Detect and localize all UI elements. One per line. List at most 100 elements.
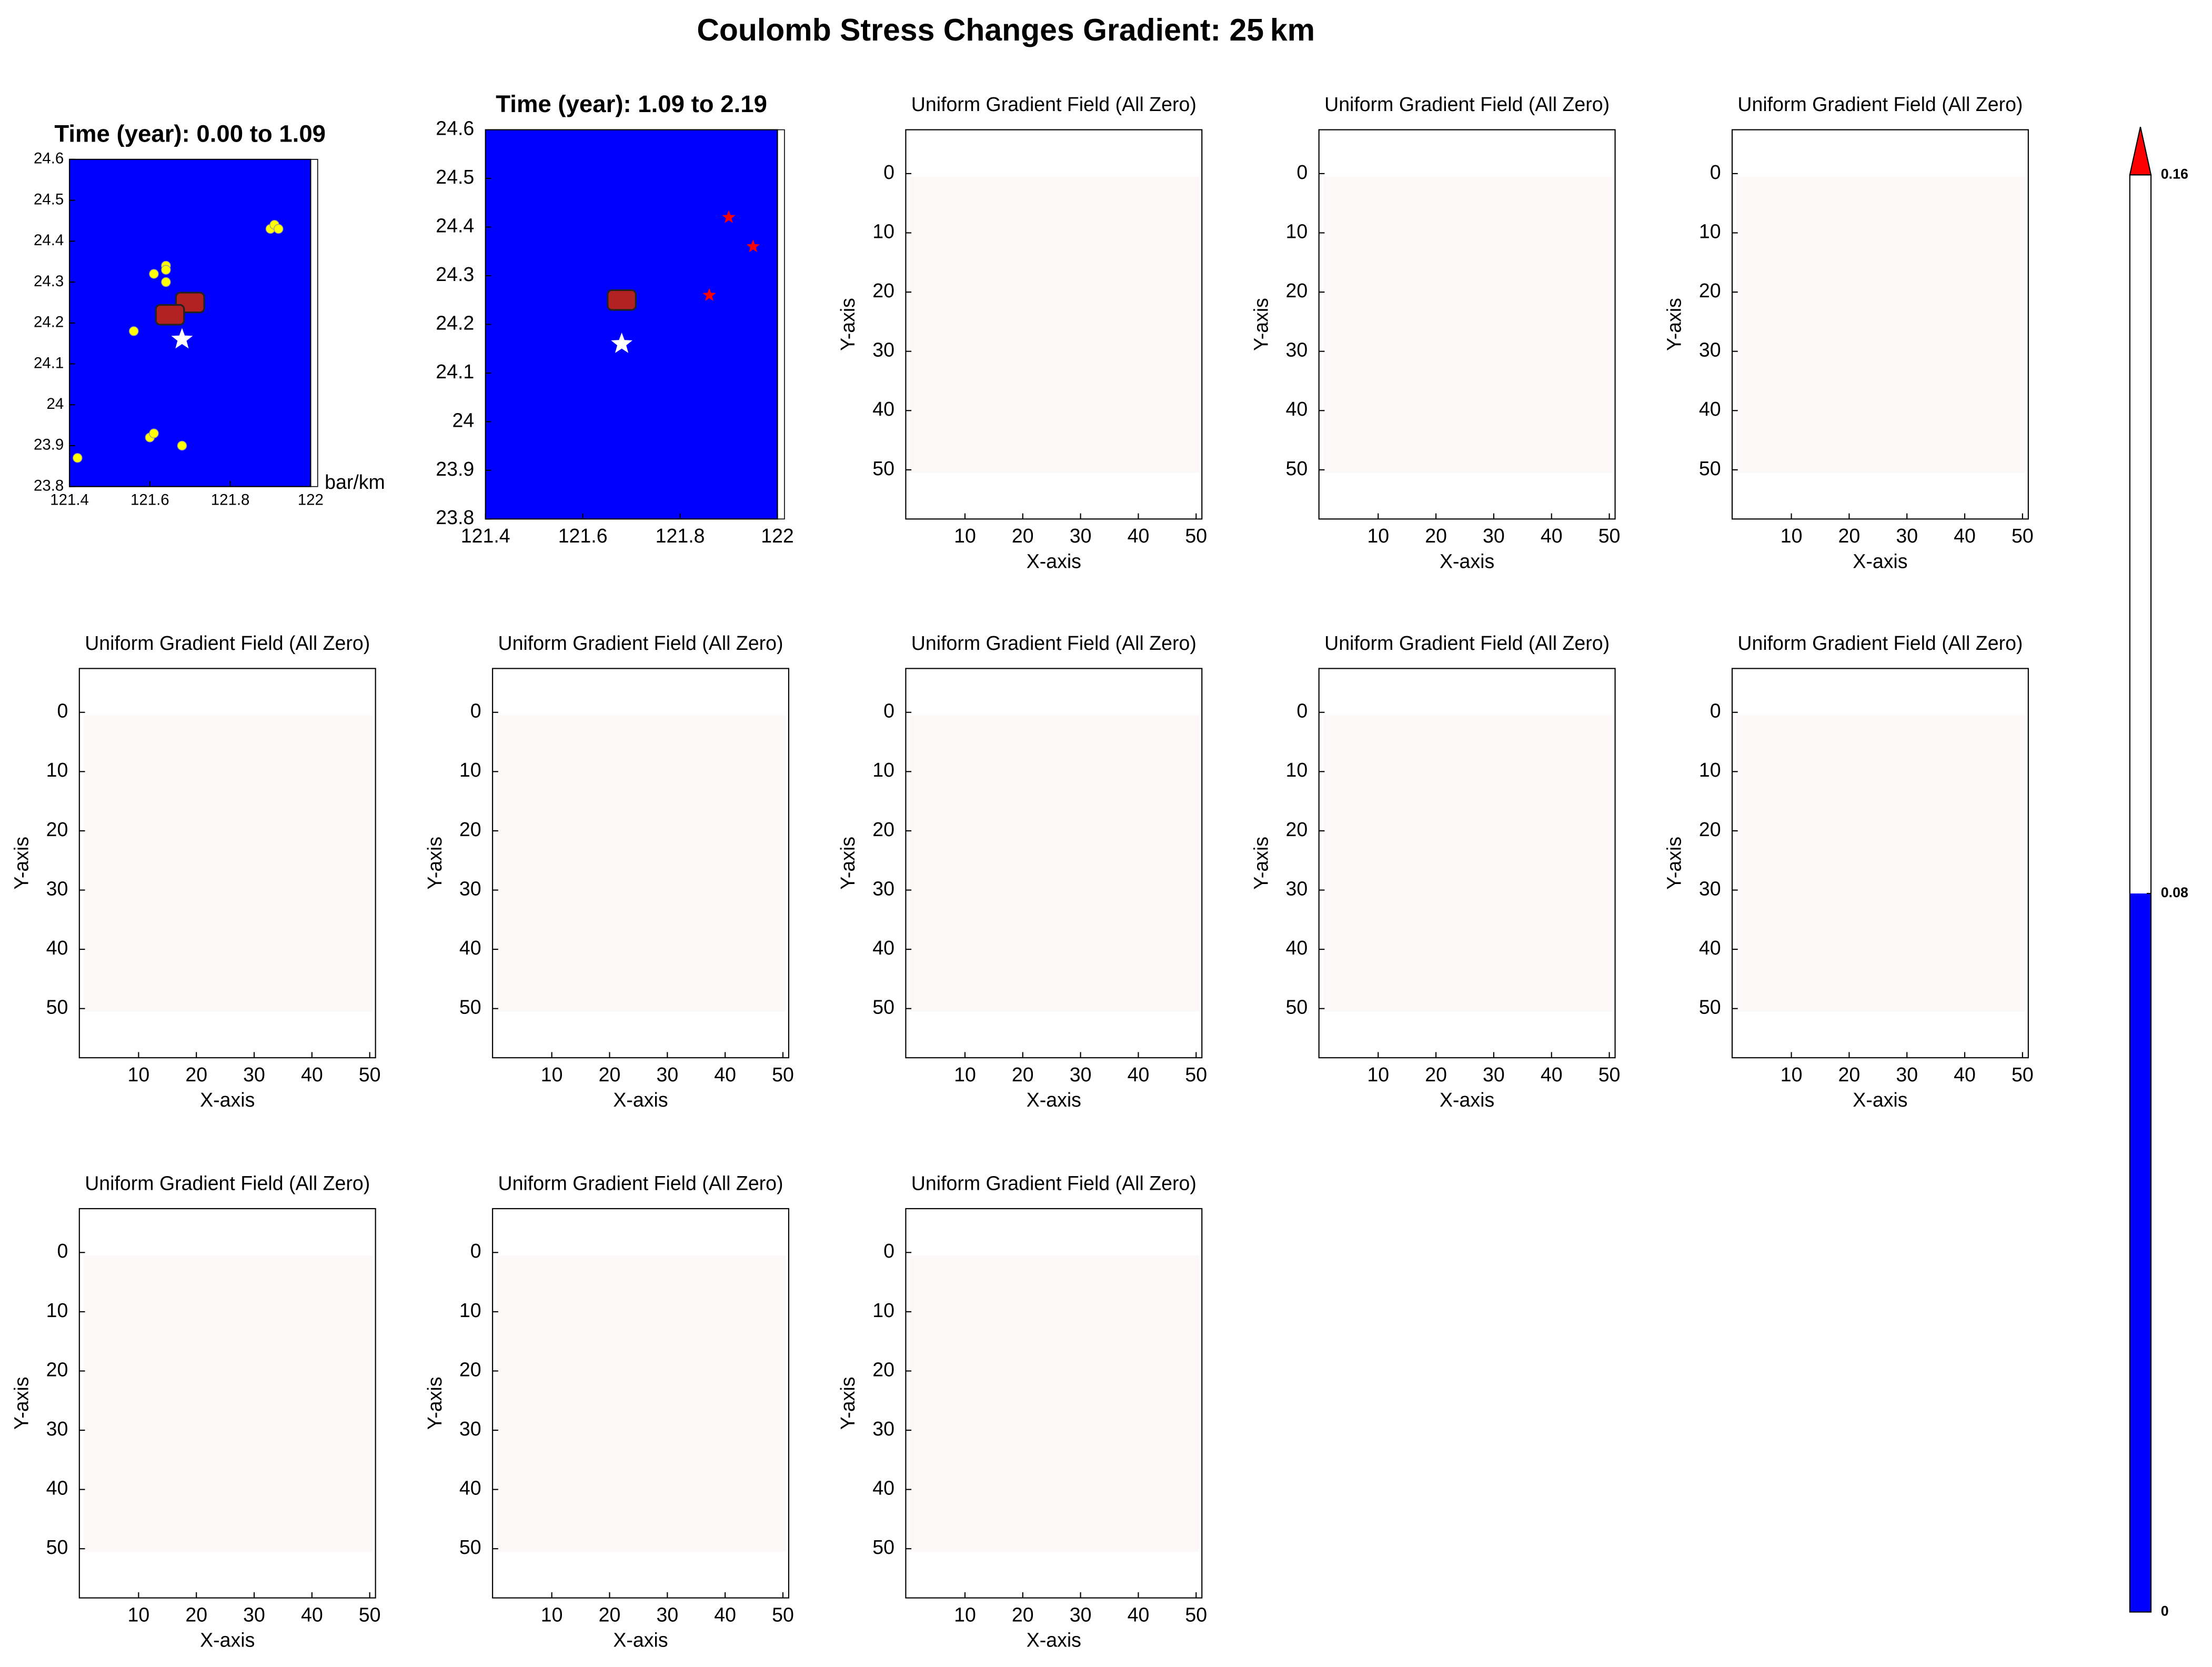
axes-frame	[905, 129, 1203, 520]
x-tick-label: 50	[1598, 525, 1621, 547]
y-tick-label: 50	[1699, 457, 1721, 479]
y-tick-label: 20	[1286, 279, 1308, 302]
y-axis-label: Y-axis	[837, 298, 859, 351]
x-tick-label: 30	[656, 1603, 678, 1625]
x-axis-label: X-axis	[613, 1629, 668, 1651]
heatmap-cell	[910, 176, 1199, 473]
x-tick-label: 122	[298, 491, 324, 508]
x-tick-label: 10	[954, 1063, 976, 1086]
x-tick-label: 50	[2012, 1063, 2034, 1086]
y-tick-label: 50	[46, 1536, 68, 1558]
colorbar-segment	[2129, 175, 2151, 893]
y-tick-label: 30	[872, 1418, 894, 1440]
y-tick-label: 20	[46, 818, 68, 840]
x-tick-label: 30	[1070, 1603, 1092, 1625]
x-tick-label: 30	[1483, 1063, 1505, 1086]
y-tick-label: 30	[1699, 877, 1721, 899]
heatmap-cell	[1736, 176, 2026, 473]
x-tick-label: 30	[1070, 1063, 1092, 1086]
event-point	[177, 440, 187, 451]
subplot-title: Uniform Gradient Field (All Zero)	[1324, 93, 1610, 115]
colorbar-segment	[2129, 893, 2151, 1612]
y-tick-label: 24	[47, 395, 64, 413]
y-tick-label: 40	[46, 1477, 68, 1499]
x-axis-label: X-axis	[1027, 550, 1081, 572]
subplot-title: Uniform Gradient Field (All Zero)	[1324, 632, 1610, 654]
y-tick-label: 40	[1699, 937, 1721, 959]
y-tick-label: 10	[872, 220, 894, 242]
y-axis-label: Y-axis	[1250, 837, 1272, 890]
y-tick-label: 24.2	[436, 312, 474, 334]
colorbar-tick-label: 0	[2161, 1603, 2169, 1619]
y-tick-label: 0	[470, 700, 481, 722]
y-tick-label: 20	[1699, 818, 1721, 840]
x-tick-label: 40	[1541, 1063, 1563, 1086]
y-tick-label: 0	[470, 1240, 481, 1262]
x-tick-label: 30	[1896, 525, 1918, 547]
y-tick-label: 50	[872, 457, 894, 479]
axes-frame	[905, 1208, 1203, 1599]
y-tick-label: 24.3	[436, 263, 474, 285]
x-tick-label: 50	[2012, 525, 2034, 547]
y-tick-label: 24.3	[34, 273, 64, 290]
y-tick-label: 20	[1699, 279, 1721, 302]
y-tick-label: 10	[46, 759, 68, 781]
y-tick-label: 30	[459, 1418, 481, 1440]
x-tick-label: 20	[1012, 1063, 1034, 1086]
axes-frame	[492, 668, 790, 1059]
x-tick-label: 20	[1838, 525, 1861, 547]
y-tick-label: 50	[1286, 996, 1308, 1018]
x-tick-label: 50	[1185, 1063, 1207, 1086]
colorbar-strip	[310, 159, 318, 487]
y-tick-label: 0	[57, 700, 68, 722]
subplot-title: Uniform Gradient Field (All Zero)	[1737, 632, 2023, 654]
subplot-title: Uniform Gradient Field (All Zero)	[1737, 93, 2023, 115]
x-tick-label: 20	[185, 1603, 207, 1625]
y-tick-label: 20	[459, 818, 481, 840]
x-axis-label: X-axis	[1440, 1089, 1494, 1111]
subplot-title: Time (year): 1.09 to 2.19	[496, 91, 767, 117]
y-axis-label: Y-axis	[837, 1377, 859, 1430]
x-tick-label: 40	[1954, 525, 1976, 547]
x-tick-label: 50	[359, 1063, 381, 1086]
event-point	[149, 269, 159, 279]
x-tick-label: 50	[1598, 1063, 1621, 1086]
y-tick-label: 40	[872, 937, 894, 959]
y-tick-label: 24.6	[436, 117, 474, 139]
x-tick-label: 40	[1128, 525, 1150, 547]
y-tick-label: 50	[872, 1536, 894, 1558]
x-axis-label: X-axis	[200, 1089, 255, 1111]
y-tick-label: 0	[883, 700, 894, 722]
x-tick-label: 121.4	[461, 525, 510, 547]
y-axis-label: Y-axis	[837, 837, 859, 890]
x-tick-label: 20	[1012, 1603, 1034, 1625]
x-tick-label: 40	[714, 1603, 736, 1625]
y-tick-label: 23.9	[436, 458, 474, 480]
subplot-title: Uniform Gradient Field (All Zero)	[498, 632, 783, 654]
y-tick-label: 10	[1699, 759, 1721, 781]
y-tick-label: 24.2	[34, 314, 64, 331]
event-point	[73, 453, 83, 463]
fault-patch	[155, 304, 185, 326]
x-tick-label: 121.6	[558, 525, 608, 547]
x-tick-label: 30	[243, 1603, 265, 1625]
y-tick-label: 20	[872, 1358, 894, 1380]
x-axis-label: X-axis	[1853, 550, 1907, 572]
x-tick-label: 122	[761, 525, 794, 547]
axes-frame	[1731, 668, 2029, 1059]
y-tick-label: 23.8	[436, 506, 474, 528]
y-tick-label: 50	[46, 996, 68, 1018]
x-tick-label: 10	[541, 1603, 563, 1625]
x-tick-label: 10	[1781, 525, 1803, 547]
y-tick-label: 0	[1710, 161, 1721, 183]
y-tick-label: 10	[459, 759, 481, 781]
y-axis-label: Y-axis	[11, 1377, 33, 1430]
y-tick-label: 23.9	[34, 436, 64, 454]
y-tick-label: 10	[1286, 220, 1308, 242]
y-tick-label: 10	[459, 1299, 481, 1321]
subplot-title: Uniform Gradient Field (All Zero)	[498, 1172, 783, 1194]
y-tick-label: 30	[872, 877, 894, 899]
heatmap-cell	[1323, 715, 1613, 1012]
x-tick-label: 30	[1896, 1063, 1918, 1086]
